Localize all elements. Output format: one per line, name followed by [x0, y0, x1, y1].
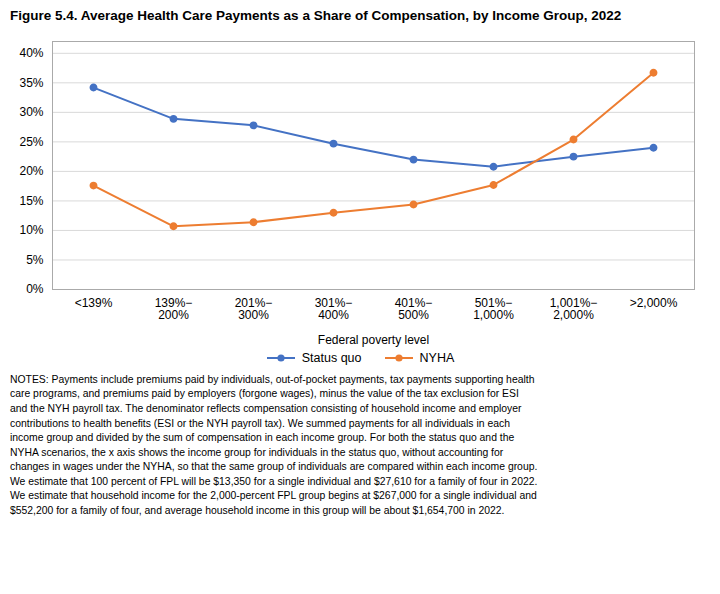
html-text:NYHA: NYHA [419, 350, 455, 365]
svg-text:30%: 30% [19, 105, 43, 119]
svg-text:401%−500%: 401%−500% [395, 296, 433, 322]
svg-text:>2,000%: >2,000% [630, 296, 678, 310]
svg-text:0%: 0% [26, 282, 44, 296]
svg-text:35%: 35% [19, 76, 43, 90]
svg-text:10%: 10% [19, 223, 43, 237]
svg-text:139%−200%: 139%−200% [155, 296, 193, 322]
svg-text:<139%: <139% [75, 296, 113, 310]
svg-text:5%: 5% [26, 253, 44, 267]
svg-text:201%−300%: 201%−300% [235, 296, 273, 322]
svg-text:40%: 40% [19, 46, 43, 60]
svg-text:501%−1,000%: 501%−1,000% [473, 296, 514, 322]
svg-text:1,001%−2,000%: 1,001%−2,000% [550, 296, 598, 322]
svg-text:20%: 20% [19, 164, 43, 178]
html-text:Status quo: Status quo [301, 350, 362, 365]
svg-text:301%−400%: 301%−400% [315, 296, 353, 322]
svg-text:25%: 25% [19, 135, 43, 149]
svg-text:15%: 15% [19, 194, 43, 208]
svg-text:Federal poverty level: Federal poverty level [318, 332, 429, 346]
html-text:NOTES: Payments include premiu: NOTES: Payments include premiums paid by… [10, 373, 538, 516]
html-text:Figure 5.4. Average Health Car: Figure 5.4. Average Health Care Payments… [10, 8, 622, 23]
